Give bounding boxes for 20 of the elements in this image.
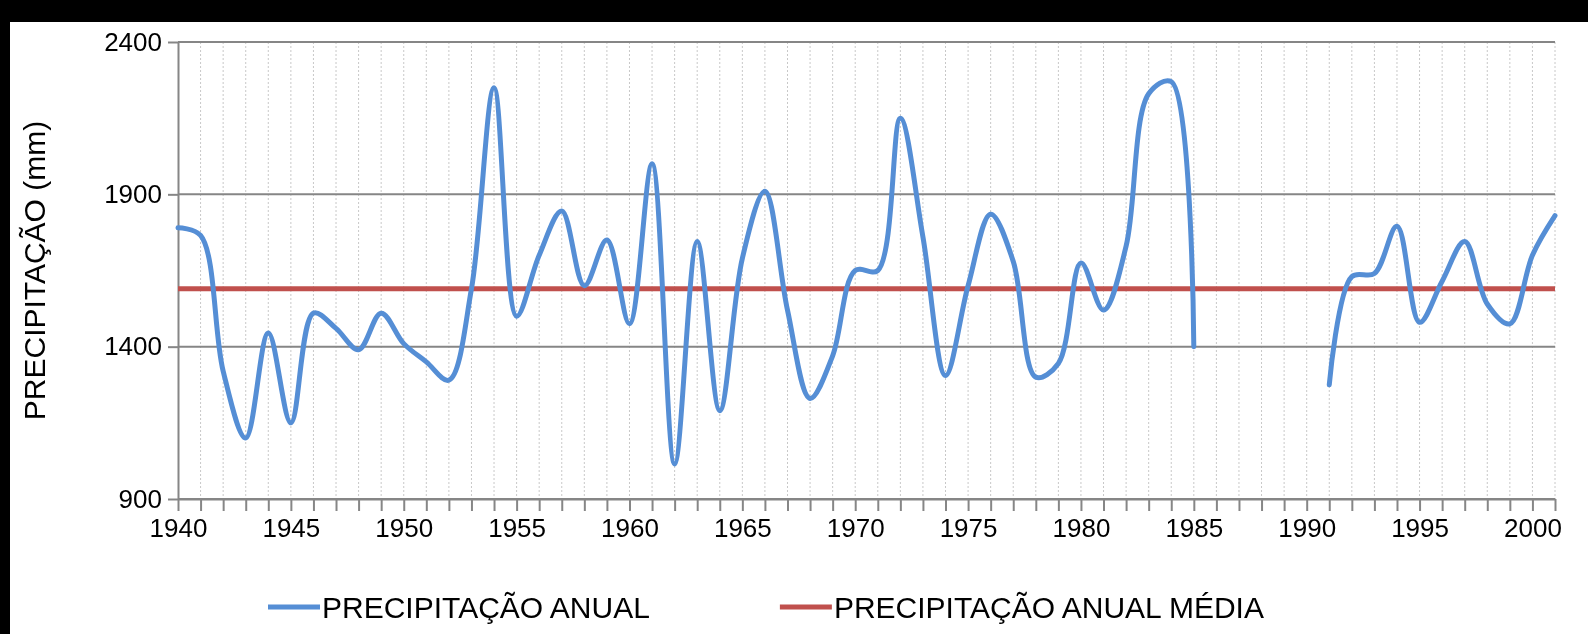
legend-label: PRECIPITAÇÃO ANUAL MÉDIA bbox=[833, 591, 1264, 624]
y-tick-label: 900 bbox=[118, 483, 162, 514]
x-tick-label: 1965 bbox=[713, 513, 772, 544]
y-tick-label: 2400 bbox=[104, 26, 162, 57]
x-tick-label: 1950 bbox=[375, 513, 434, 544]
x-tick-label: 1985 bbox=[1165, 513, 1224, 544]
x-tick-label: 1940 bbox=[149, 513, 208, 544]
x-tick-label: 1960 bbox=[601, 513, 659, 544]
x-tick-label: 1945 bbox=[262, 513, 321, 544]
x-tick-label: 1970 bbox=[826, 513, 885, 544]
x-tick-label: 1990 bbox=[1278, 513, 1337, 544]
x-tick-label: 1995 bbox=[1391, 513, 1449, 544]
y-tick-label: 1900 bbox=[104, 179, 162, 210]
x-tick-label: 2000 bbox=[1504, 513, 1562, 544]
x-tick-label: 1975 bbox=[939, 513, 998, 544]
x-tick-label: 1980 bbox=[1052, 513, 1111, 544]
y-axis-title: PRECIPITAÇÃO (mm) bbox=[18, 120, 51, 421]
x-tick-label: 1955 bbox=[488, 513, 547, 544]
y-tick-label: 1400 bbox=[104, 331, 162, 362]
legend-label: PRECIPITAÇÃO ANUAL bbox=[322, 591, 650, 624]
